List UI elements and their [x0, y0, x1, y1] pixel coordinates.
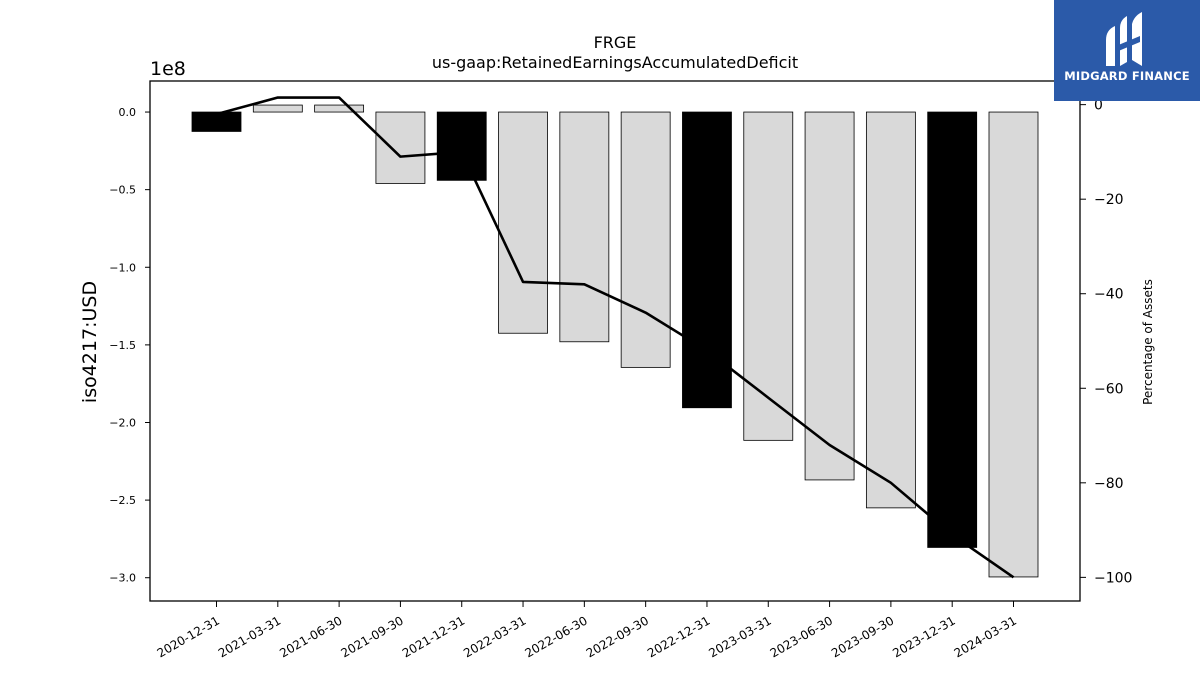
bar	[559, 111, 610, 343]
plot-frame	[149, 80, 1081, 602]
y-tick-label: −1.0	[109, 261, 136, 274]
percentage-line-group	[216, 96, 1015, 579]
x-tick-label: 2023-06-30	[768, 613, 835, 660]
x-tick-label: 2023-12-31	[890, 613, 957, 660]
bar	[804, 111, 855, 481]
x-tick-label: 2022-06-30	[522, 613, 589, 660]
bar	[743, 111, 794, 441]
midgard-logo-icon	[1106, 12, 1142, 66]
y-axis-label: iso4217:USD	[79, 281, 101, 403]
bar	[865, 111, 916, 509]
x-tick-label: 2023-09-30	[829, 613, 896, 660]
bar	[314, 104, 365, 113]
logo-text: MIDGARD FINANCE	[1064, 69, 1190, 83]
y-tick-label: −0.5	[109, 184, 136, 197]
y-tick-label: −1.5	[109, 339, 136, 352]
y2-tick-label: −60	[1094, 381, 1124, 397]
bar	[191, 111, 242, 132]
chart-title: FRGE	[594, 33, 637, 52]
y-tick-label: −2.0	[109, 416, 136, 429]
x-tick-label: 2022-03-31	[461, 613, 528, 660]
x-tick-label: 2024-03-31	[952, 613, 1019, 660]
y2-tick-label: −40	[1094, 287, 1124, 303]
y2-tick-label: −20	[1094, 192, 1124, 208]
x-tick-label: 2021-09-30	[339, 613, 406, 660]
bar	[436, 111, 487, 181]
y2-tick-label: −100	[1094, 570, 1132, 586]
y-tick-label: −3.0	[109, 572, 136, 585]
x-tick-label: 2022-12-31	[645, 613, 712, 660]
y2-axis-label: Percentage of Assets	[1141, 279, 1155, 405]
y-offset-label: 1e8	[150, 58, 186, 80]
bar	[375, 111, 426, 184]
percentage-line	[216, 96, 1015, 579]
x-tick-label: 2020-12-31	[155, 613, 222, 660]
x-tick-label: 2022-09-30	[584, 613, 651, 660]
y2-tick-label: 0	[1094, 98, 1103, 114]
bar	[927, 111, 978, 548]
chart-subtitle: us-gaap:RetainedEarningsAccumulatedDefic…	[432, 53, 798, 72]
x-tick-label: 2021-03-31	[216, 613, 283, 660]
y2-tick-label: −80	[1094, 476, 1124, 492]
bar	[682, 111, 732, 409]
bar	[620, 111, 671, 368]
midgard-finance-logo: MIDGARD FINANCE	[1054, 0, 1200, 101]
x-tick-label: 2021-06-30	[277, 613, 344, 660]
bar	[988, 111, 1039, 578]
x-tick-label: 2021-12-31	[400, 613, 467, 660]
x-tick-label: 2023-03-31	[706, 613, 773, 660]
y-tick-label: 0.0	[119, 106, 137, 119]
bar	[498, 111, 548, 334]
bar	[252, 104, 303, 113]
y-tick-label: −2.5	[109, 494, 136, 507]
bars-group	[191, 104, 1039, 578]
